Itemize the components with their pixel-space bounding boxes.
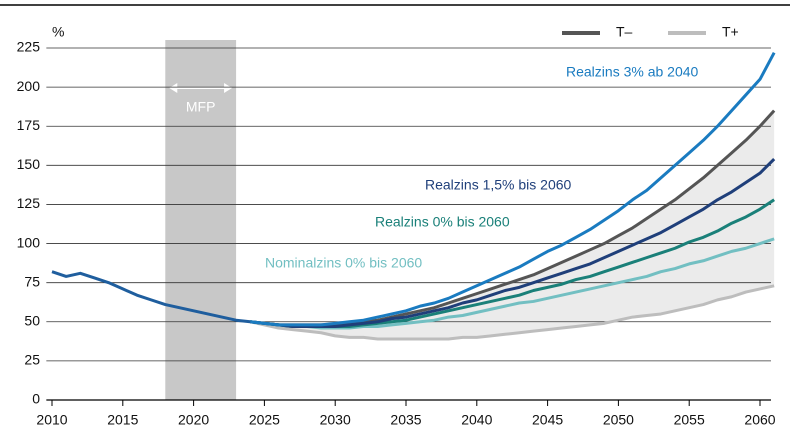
x-tick-label: 2050 [603, 412, 634, 428]
shaded-period [165, 40, 237, 400]
x-tick-label: 2055 [674, 412, 705, 428]
x-tick-label: 2030 [320, 412, 351, 428]
y-tick-label: 175 [17, 117, 41, 133]
x-tick-label: 2040 [461, 412, 492, 428]
period-label: MFP [186, 99, 216, 115]
y-tick-label: 150 [17, 156, 41, 172]
x-tick-label: 2045 [532, 412, 563, 428]
line-label: Nominalzins 0% bis 2060 [265, 255, 422, 271]
y-tick-label: 100 [17, 234, 41, 250]
series-line [250, 237, 775, 330]
x-tick-label: 2035 [390, 412, 421, 428]
y-tick-label: 0 [32, 391, 40, 407]
y-unit: % [52, 24, 64, 40]
line-label: Realzins 1,5% bis 2060 [425, 177, 572, 193]
x-tick-label: 2010 [36, 412, 67, 428]
y-tick-label: 225 [17, 39, 41, 55]
series-line [249, 284, 775, 341]
y-tick-label: 50 [24, 312, 40, 328]
y-tick-label: 75 [24, 273, 40, 289]
y-tick-label: 125 [17, 195, 41, 211]
series-line [250, 109, 776, 327]
legend-label: T– [616, 24, 633, 40]
line-label: Realzins 3% ab 2040 [566, 64, 699, 80]
y-tick-label: 200 [17, 78, 41, 94]
line-label: Realzins 0% bis 2060 [375, 214, 510, 230]
legend-label: T+ [722, 24, 739, 40]
x-tick-label: 2020 [178, 412, 209, 428]
y-tick-label: 25 [24, 352, 40, 368]
x-tick-label: 2015 [107, 412, 138, 428]
x-tick-label: 2025 [249, 412, 280, 428]
range-band [250, 110, 775, 339]
x-tick-label: 2060 [744, 412, 775, 428]
series-line [250, 158, 776, 328]
series-line [51, 270, 251, 324]
series-line [250, 51, 776, 327]
